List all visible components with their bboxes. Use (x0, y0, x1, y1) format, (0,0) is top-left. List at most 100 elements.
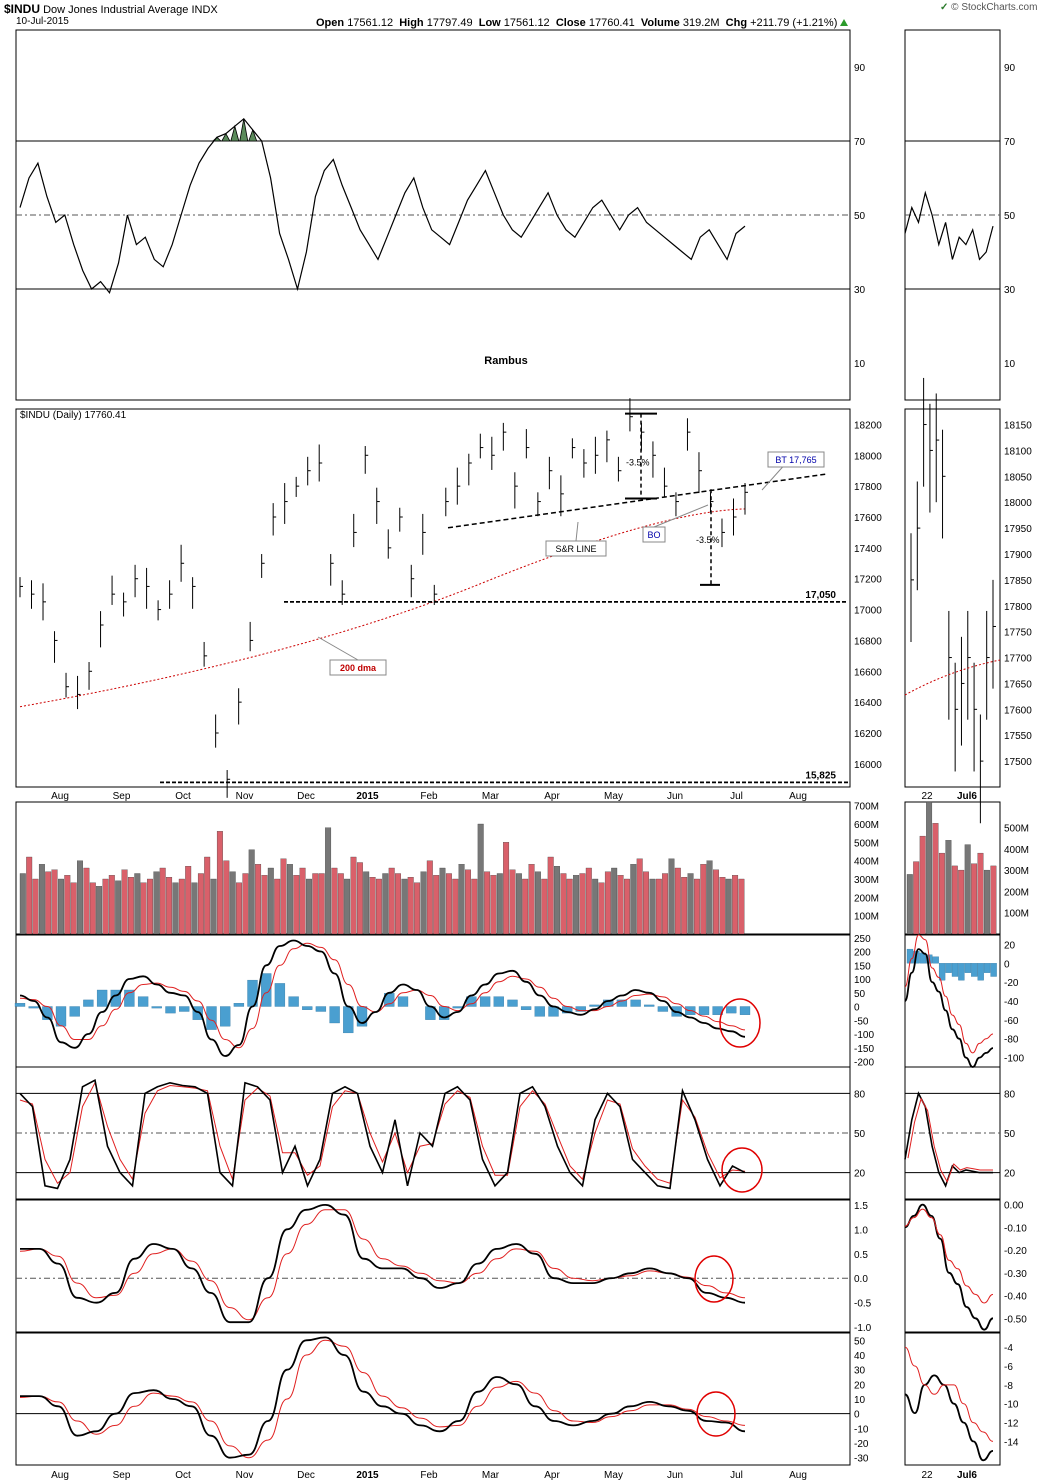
panel-ppo-inset (904, 1199, 1001, 1333)
price-bar (594, 436, 599, 474)
volume-inset-tick-label: 500M (1004, 824, 1029, 835)
macd-histogram-bar (452, 1006, 463, 1009)
volume-bar (401, 878, 408, 935)
volume-bar (159, 867, 166, 935)
volume-bar (407, 877, 414, 935)
macd-inset-histogram-bar (945, 963, 952, 973)
volume-bar (77, 860, 83, 935)
volume-bar (433, 875, 440, 935)
open-value: 17561.12 (347, 17, 394, 29)
volume-bar (280, 858, 287, 935)
momentum-tick-label: 40 (854, 1351, 866, 1362)
volume-bar (115, 880, 122, 935)
macd-inset-histogram-bar (951, 963, 959, 977)
price-bar (364, 446, 369, 474)
ppo-tick-label: 1.0 (854, 1225, 868, 1236)
volume-tick-label: 100M (854, 912, 879, 923)
ppo-inset-tick-label: -0.10 (1004, 1223, 1027, 1234)
price-bar (560, 475, 564, 517)
ppo-tick-label: 0.5 (854, 1250, 868, 1261)
macd-inset-tick-label: -20 (1004, 978, 1019, 989)
ppo-inset-tick-label: -0.40 (1004, 1292, 1027, 1303)
volume-bar (528, 864, 535, 935)
stoch-tick-label: 20 (854, 1169, 866, 1180)
price-bar (318, 444, 323, 482)
volume-bar (369, 877, 376, 935)
price-bar (341, 580, 346, 605)
ppo-inset-tick-label: 0.00 (1004, 1201, 1024, 1212)
rsi-inset-tick-label: 70 (1004, 137, 1016, 148)
volume-bar (566, 878, 573, 935)
price-inset-tick-label: 17700 (1004, 654, 1032, 665)
open-label: Open (316, 17, 345, 29)
macd-histogram-bar (739, 1006, 751, 1015)
volume-bar (604, 871, 611, 935)
price-bar (422, 513, 426, 555)
price-bar (479, 433, 484, 459)
price-inset-tick-label: 17500 (1004, 757, 1032, 768)
volume-bar (134, 873, 141, 935)
price-bar (491, 436, 495, 470)
price-inset-bar (979, 714, 984, 824)
volume-bar (388, 867, 395, 935)
volume-bar (674, 867, 681, 935)
price-tick-label: 17200 (854, 575, 882, 586)
volume-tick-label: 500M (854, 838, 879, 849)
price-inset-tick-label: 17800 (1004, 602, 1032, 613)
rsi-inset-tick-label: 30 (1004, 285, 1016, 296)
volume-bar (363, 871, 370, 935)
x-axis-label: Oct (175, 1470, 191, 1481)
x-axis-label: 2015 (356, 1470, 379, 1481)
volume-bar (140, 882, 147, 935)
momentum-highlight-circle (696, 1391, 736, 1437)
price-bar (732, 498, 737, 536)
close-label: Close (555, 17, 586, 29)
volume-bar (248, 849, 255, 935)
macd-line (19, 939, 746, 1057)
volume-bar (166, 877, 173, 935)
price-bar (157, 600, 162, 621)
x-axis-label: Jul (730, 1470, 743, 1481)
volume-inset-bar (932, 823, 939, 935)
price-bar (65, 672, 70, 698)
volume-inset-tick-label: 300M (1004, 866, 1029, 877)
volume-bar (681, 877, 688, 935)
volume-label: Volume (640, 17, 680, 29)
x-axis-label: Jun (667, 791, 683, 802)
price-inset-bar (960, 636, 965, 746)
price-bar (134, 564, 139, 598)
momentum-inset-tick-label: -8 (1004, 1381, 1013, 1392)
x-axis-label: Feb (420, 791, 438, 802)
volume-bar (121, 869, 128, 935)
volume-bar (496, 873, 503, 935)
price-bar (640, 422, 645, 451)
volume-bar (45, 871, 52, 935)
macd-histogram-bar (726, 1006, 737, 1014)
volume-inset-bar (938, 852, 945, 935)
volume-bar (655, 878, 662, 935)
volume-bar (102, 878, 109, 935)
volume-inset-bar (945, 840, 952, 935)
price-bar (686, 418, 691, 451)
price-bar (663, 467, 668, 497)
volume-inset-bar (913, 861, 920, 935)
macd-inset-histogram-bar (990, 963, 997, 977)
volume-bar (312, 873, 319, 935)
volume-bar (693, 878, 700, 935)
price-bar (617, 456, 622, 482)
up-arrow-icon (840, 19, 849, 26)
macd-histogram-bar (261, 973, 272, 1007)
price-bar (88, 662, 93, 690)
macd-tick-label: 200 (854, 948, 871, 959)
macd-histogram-bar (165, 1006, 176, 1014)
price-tick-label: 18000 (854, 451, 882, 462)
ppo-inset-line (904, 1203, 994, 1331)
price-bar (169, 580, 173, 609)
ppo-tick-label: -0.5 (854, 1299, 872, 1310)
price-panel-title: $INDU (Daily) 17760.41 (20, 410, 127, 421)
macd-inset-line (904, 948, 994, 1068)
volume-bar (541, 878, 548, 935)
volume-bar (229, 871, 236, 935)
volume-bar (127, 877, 134, 935)
stockcharts-logo: ✓ © StockCharts.com (940, 2, 1037, 13)
